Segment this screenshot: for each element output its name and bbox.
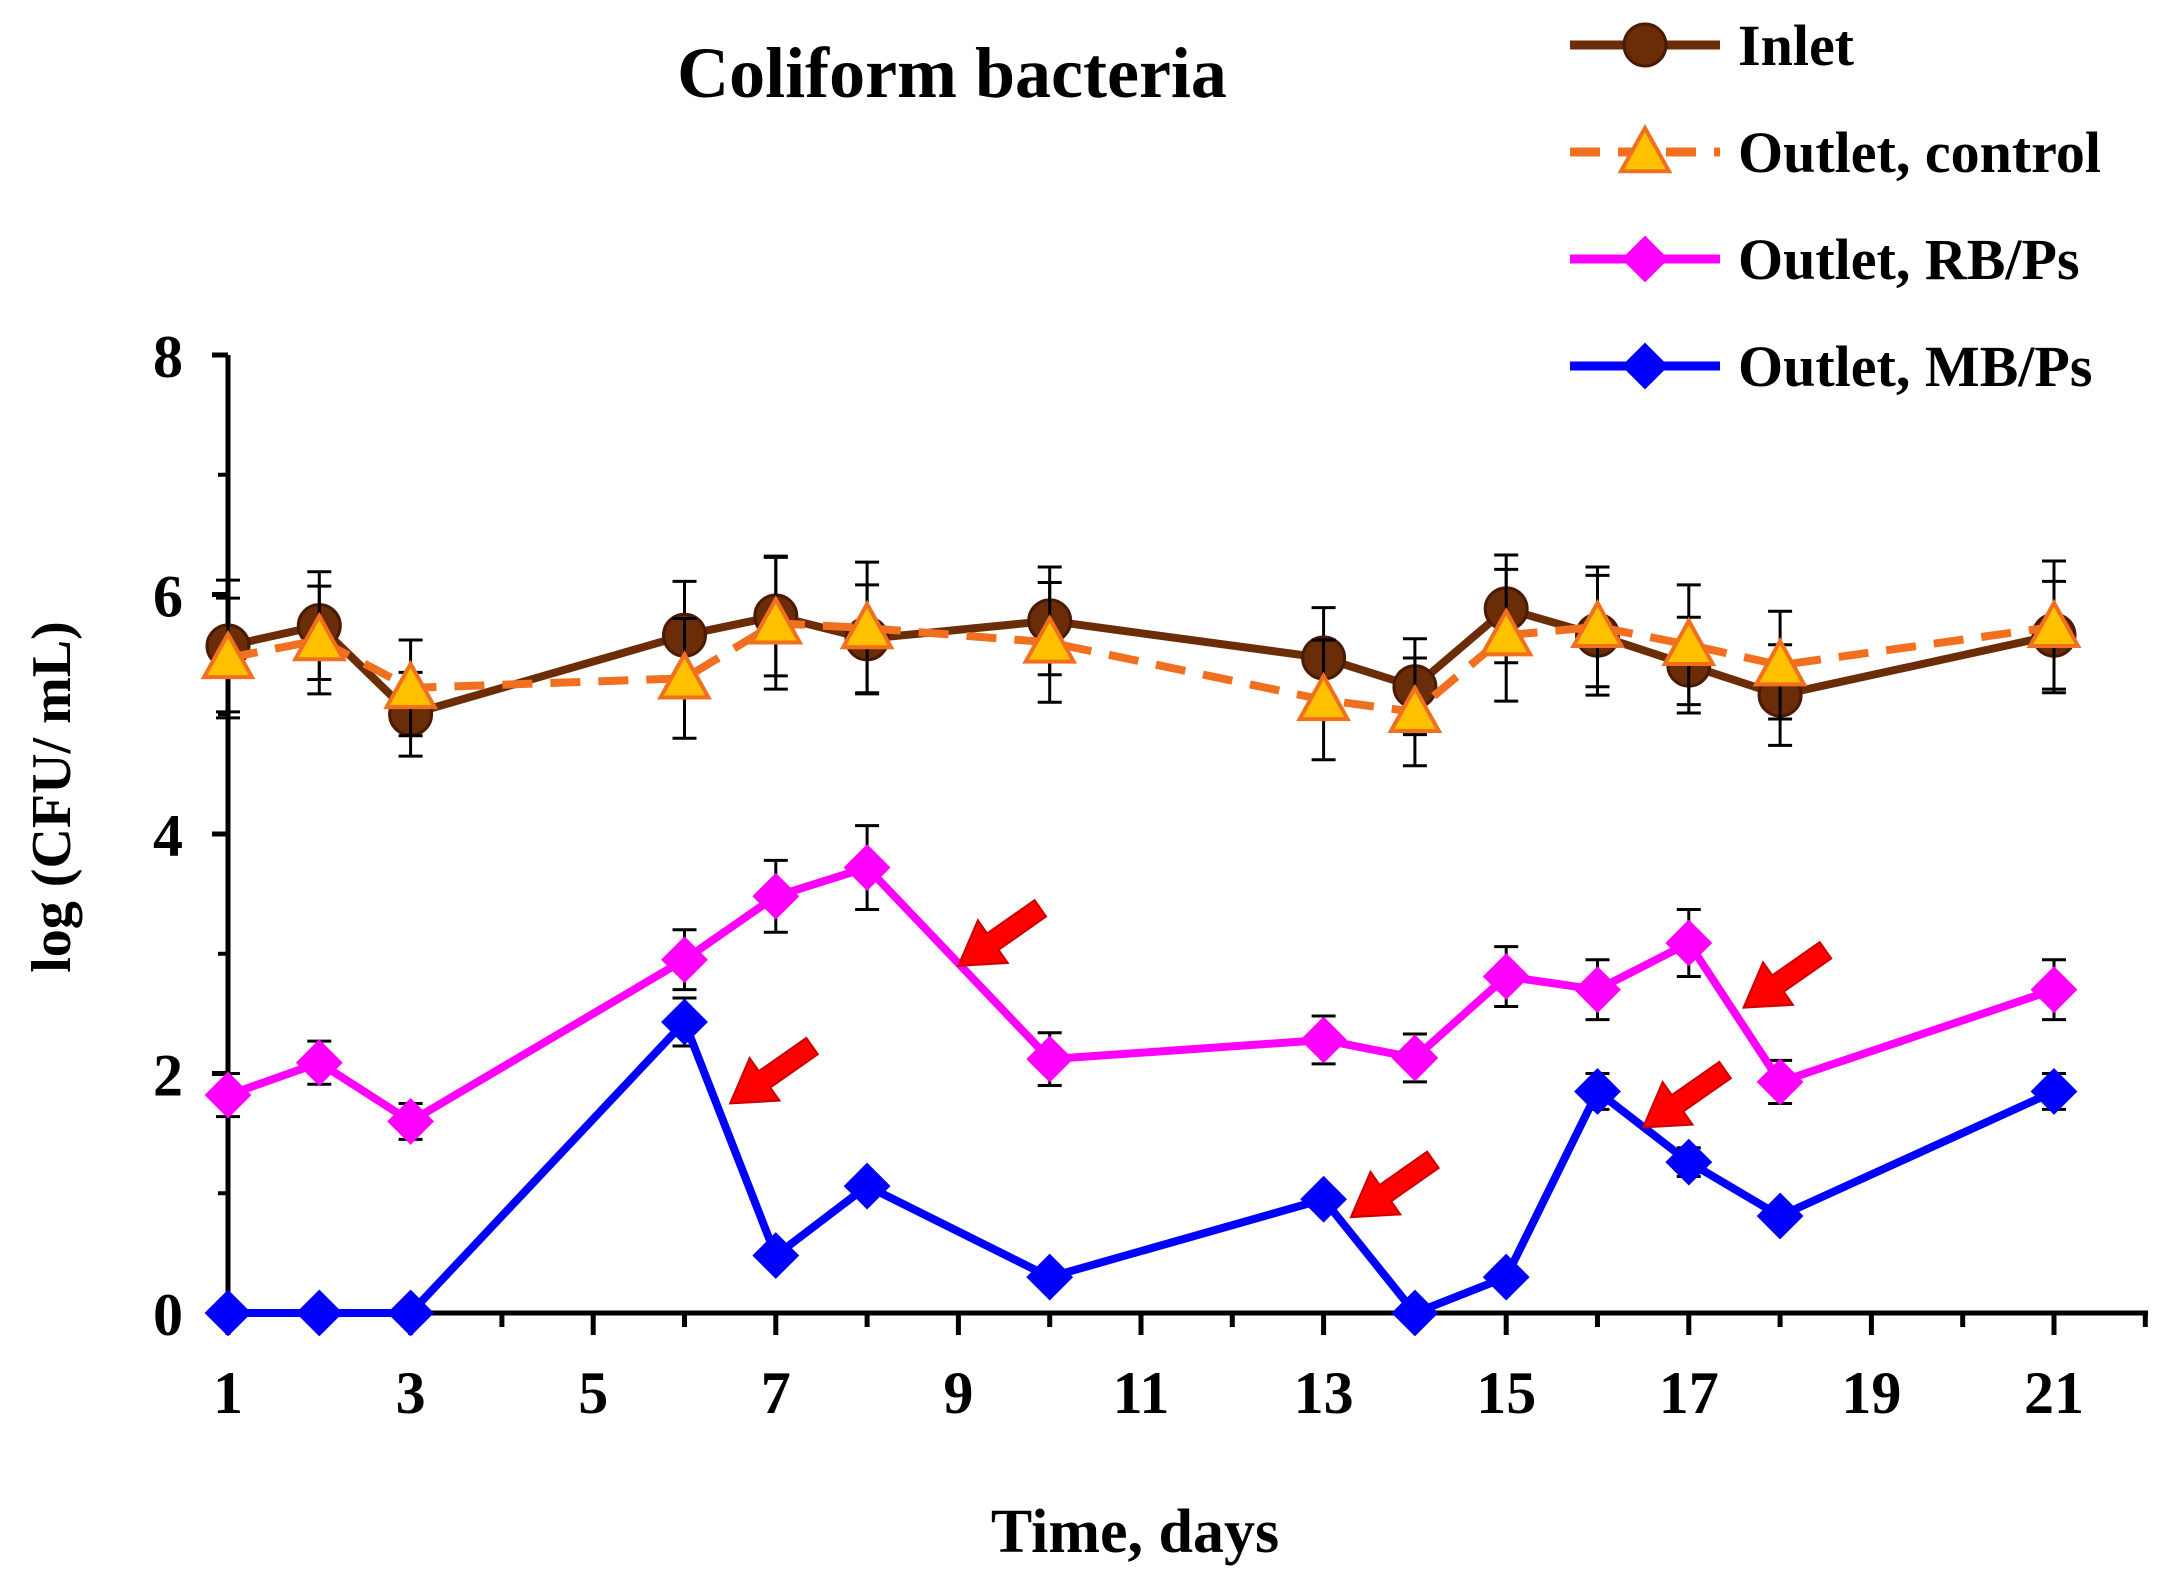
legend-item: Outlet, control [1570,120,2101,185]
data-point [2030,966,2078,1014]
series-1 [200,555,2082,768]
x-tick-label: 13 [1294,1360,1354,1426]
data-point [752,872,800,920]
data-point [2026,598,2082,649]
data-point [1026,1035,1074,1083]
annotation-arrow [1641,1060,1733,1129]
data-point [295,1289,343,1337]
data-point [387,1289,435,1337]
data-point [1391,1034,1439,1082]
y-tick-label: 2 [153,1043,183,1109]
data-point [1574,966,1621,1014]
arrow-shape [956,898,1048,967]
x-tick-label: 17 [1659,1360,1719,1426]
y-tick-label: 4 [153,803,183,869]
data-point [752,1232,800,1279]
data-point [843,844,891,891]
series-line [228,1018,2056,1317]
x-tick-label: 1 [213,1360,243,1426]
legend-item: Inlet [1570,13,1855,78]
x-tick-label: 19 [1841,1360,1901,1426]
legend-label: Outlet, RB/Ps [1738,227,2080,292]
data-point [204,1071,252,1119]
annotation-arrow [956,898,1048,967]
data-point [661,998,708,1046]
data-point [748,595,804,645]
x-tick-label: 3 [396,1360,426,1426]
chart-title: Coliform bacteria [677,33,1227,113]
data-point [1756,1192,1804,1240]
data-point [1756,1058,1804,1106]
data-point [843,1162,891,1210]
data-point [1661,616,1717,666]
data-point [1574,1068,1621,1115]
data-point [1665,1138,1713,1186]
x-tick-label: 9 [943,1360,973,1426]
data-point [1300,1175,1348,1223]
annotation-arrow [1742,940,1833,1009]
data-point [383,659,438,710]
arrow-shape [1641,1060,1733,1129]
data-point [839,599,895,650]
x-tick-label: 11 [1113,1360,1170,1426]
data-point [1391,1289,1439,1337]
data-point [661,936,708,984]
series-0 [205,553,2077,758]
legend-label: Inlet [1738,13,1855,78]
data-point [295,1039,343,1087]
data-point [1482,1253,1530,1301]
legend-item: Outlet, MB/Ps [1570,334,2092,399]
x-axis-label: Time, days [991,1498,1279,1566]
data-point [1387,683,1443,734]
y-tick-label: 8 [153,324,183,390]
data-point [1300,1016,1348,1064]
data-point [1026,1253,1074,1301]
y-tick-label: 6 [153,564,183,630]
x-tick-label: 5 [578,1360,608,1426]
data-point [291,611,347,662]
data-point [1478,607,1534,657]
legend-marker [1622,22,1668,68]
legend-marker [1621,235,1669,283]
annotation-arrow [1349,1150,1441,1219]
legend-label: Outlet, MB/Ps [1738,334,2092,399]
arrow-shape [1742,940,1833,1009]
data-point [1296,671,1351,722]
data-point [1570,598,1625,649]
y-tick-label: 0 [153,1282,183,1348]
series-2 [204,824,2078,1145]
data-point [657,650,712,700]
x-tick-label: 7 [761,1360,791,1426]
arrow-shape [728,1036,820,1105]
legend: Inlet Outlet, control Outlet, RB/Ps Outlet,… [1570,13,2101,399]
x-tick-label: 15 [1476,1360,1536,1426]
data-point [204,1289,252,1337]
annotation-arrow [728,1036,820,1105]
legend-marker [1617,123,1673,174]
legend-label: Outlet, control [1738,120,2101,185]
legend-item: Outlet, RB/Ps [1570,227,2080,292]
data-point [1752,637,1808,687]
arrow-shape [1349,1150,1441,1219]
data-point [1665,919,1713,967]
series-3 [204,996,2078,1337]
series-line [227,619,2055,716]
data-point [1482,953,1530,1000]
data-point [387,1097,435,1145]
y-axis-label: log (CFU/ mL) [21,621,83,973]
data-point [200,629,256,680]
data-point [2030,1068,2078,1115]
legend-marker [1621,342,1669,390]
data-point [1022,614,1078,664]
x-tick-label: 21 [2024,1360,2084,1426]
